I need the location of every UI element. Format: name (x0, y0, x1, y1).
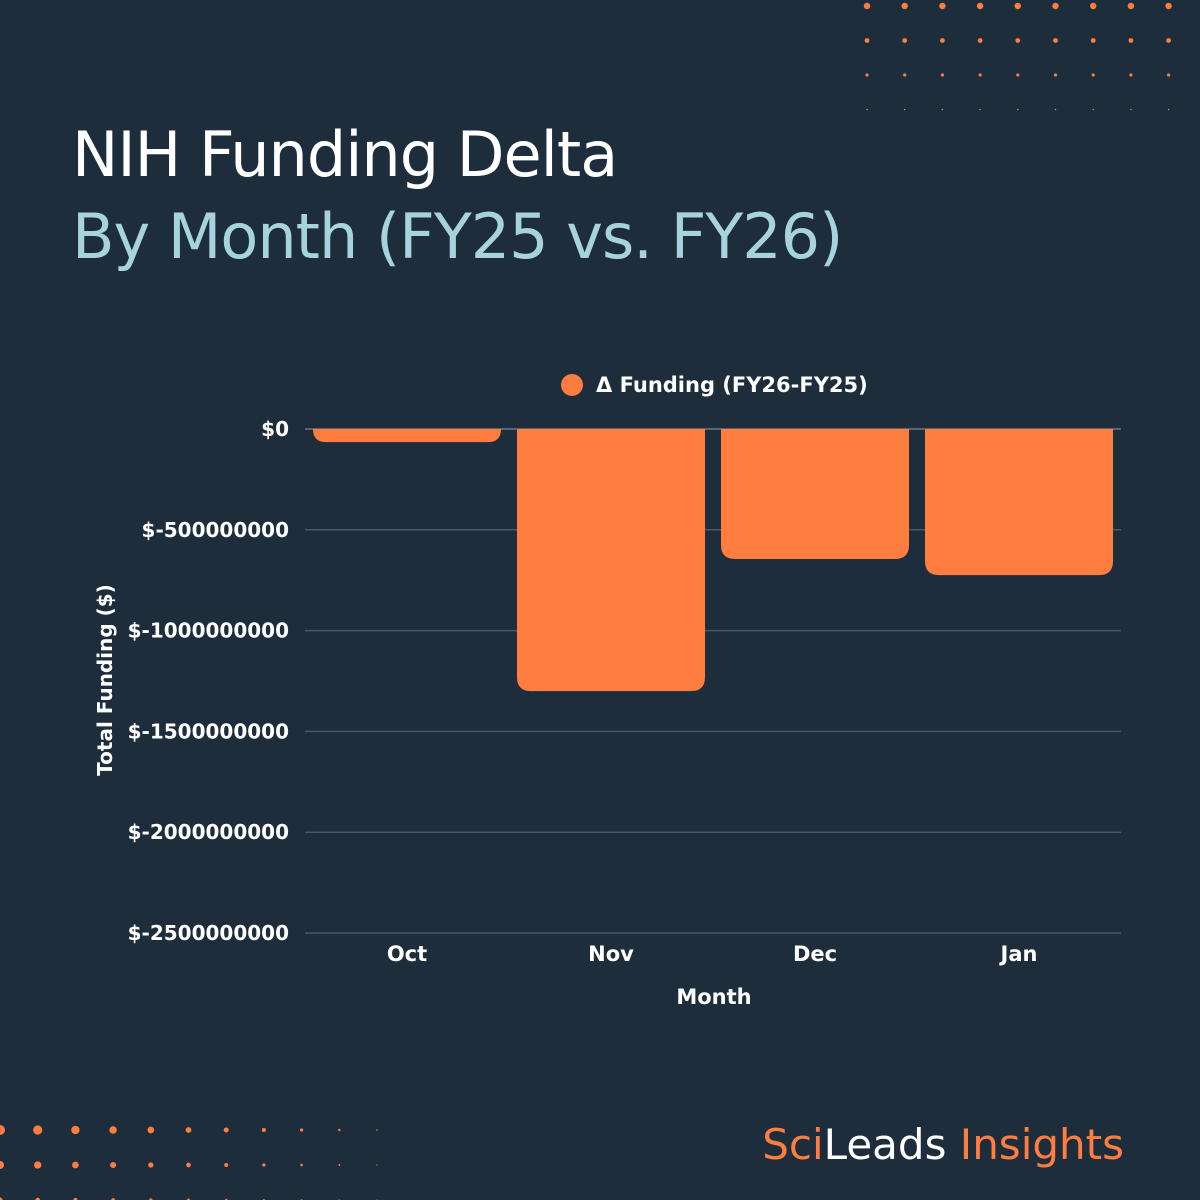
dot (185, 1127, 192, 1133)
dot (72, 1161, 79, 1169)
dot (1127, 2, 1135, 10)
legend-swatch (561, 374, 583, 396)
dot (1129, 73, 1133, 77)
dot (223, 1127, 229, 1133)
dot (1090, 38, 1096, 43)
y-tick-label: $-1000000000 (128, 619, 289, 643)
dot (1167, 108, 1170, 111)
dot (1091, 73, 1095, 77)
dot (866, 108, 868, 111)
dot (148, 1162, 154, 1168)
y-tick-label: $-500000000 (142, 518, 289, 542)
dot (224, 1163, 229, 1167)
dot (865, 73, 869, 77)
bar-nov (517, 429, 705, 692)
dot (1053, 73, 1058, 77)
y-tick-label: $-2500000000 (128, 921, 289, 945)
bar-dec (721, 429, 909, 560)
dot (147, 1126, 155, 1134)
dot (35, 1197, 40, 1200)
dot (1167, 73, 1171, 77)
dot (299, 1128, 304, 1132)
dot (863, 2, 871, 10)
brand-logo: SciLeads Insights (762, 1120, 1124, 1169)
dot (903, 73, 907, 77)
dot (1017, 108, 1019, 111)
y-tick-label: $0 (261, 417, 289, 441)
dot (1015, 38, 1021, 43)
dot (261, 1127, 266, 1133)
y-tick-label: $-2000000000 (128, 820, 289, 844)
chart-title: NIH Funding Delta (72, 118, 618, 191)
dot (901, 2, 908, 10)
dot (110, 1162, 117, 1168)
y-axis-label: Total Funding ($) (93, 584, 117, 776)
dot (979, 108, 981, 111)
chart-subtitle: By Month (FY25 vs. FY26) (72, 200, 843, 273)
dot (376, 1164, 378, 1166)
dot (262, 1163, 266, 1167)
x-tick-label: Nov (588, 942, 634, 966)
dot (977, 38, 983, 43)
dot (0, 1161, 4, 1169)
dot (941, 108, 944, 111)
dot (902, 38, 908, 43)
dot (376, 1129, 378, 1131)
dot (864, 38, 870, 43)
dot (1016, 73, 1020, 77)
dot (940, 73, 945, 77)
dot (1052, 2, 1059, 10)
dot (1092, 108, 1094, 111)
dot (1166, 38, 1171, 43)
dot (0, 1197, 3, 1200)
dot (0, 1125, 5, 1135)
legend-label: Δ Funding (FY26-FY25) (596, 373, 868, 397)
dot (300, 1163, 303, 1167)
x-tick-label: Jan (999, 942, 1038, 966)
dot (1053, 38, 1058, 43)
x-tick-label: Dec (793, 942, 837, 966)
dot (940, 38, 945, 43)
dot (338, 1128, 341, 1132)
dot (1054, 108, 1057, 111)
dot (1090, 2, 1097, 10)
dot (33, 1125, 43, 1135)
dot (338, 1164, 341, 1166)
dot (71, 1125, 80, 1135)
x-tick-label: Oct (387, 942, 427, 966)
dot (939, 2, 946, 10)
dot (73, 1197, 78, 1200)
dot (1128, 38, 1134, 43)
dot (34, 1161, 42, 1169)
dot (1014, 2, 1021, 10)
y-tick-label: $-1500000000 (128, 719, 289, 743)
dot (903, 108, 906, 111)
dot (186, 1162, 191, 1168)
x-axis-label: Month (676, 985, 751, 1009)
dot (976, 2, 984, 10)
bar-oct (313, 429, 501, 443)
bar-jan (925, 429, 1113, 576)
dot (1130, 108, 1132, 111)
dot (109, 1126, 117, 1134)
dot (978, 73, 982, 77)
dot (1165, 2, 1172, 10)
